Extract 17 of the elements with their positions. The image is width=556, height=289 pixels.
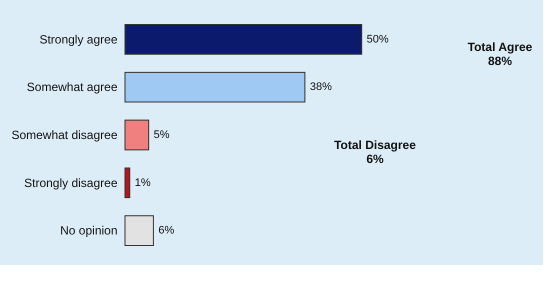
y-tick-label: Strongly agree xyxy=(39,32,118,46)
bar xyxy=(124,215,154,246)
text: Total Agree 88% xyxy=(468,40,533,68)
y-tick-label: Strongly disagree xyxy=(24,176,118,190)
data-label: 6% xyxy=(158,224,175,237)
bar xyxy=(124,72,306,103)
annotation: Total Disagree 6% xyxy=(334,138,416,166)
data-label: 5% xyxy=(154,129,170,141)
data-label: 1% xyxy=(134,176,151,189)
data-label: 38% xyxy=(310,81,332,94)
y-tick-label: No opinion xyxy=(60,224,118,238)
bar xyxy=(124,167,130,198)
bar xyxy=(124,120,150,150)
bar xyxy=(124,24,362,55)
y-tick-label: Somewhat agree xyxy=(26,80,118,94)
y-tick-label: Somewhat disagree xyxy=(11,128,118,142)
data-label: 50% xyxy=(366,33,389,46)
